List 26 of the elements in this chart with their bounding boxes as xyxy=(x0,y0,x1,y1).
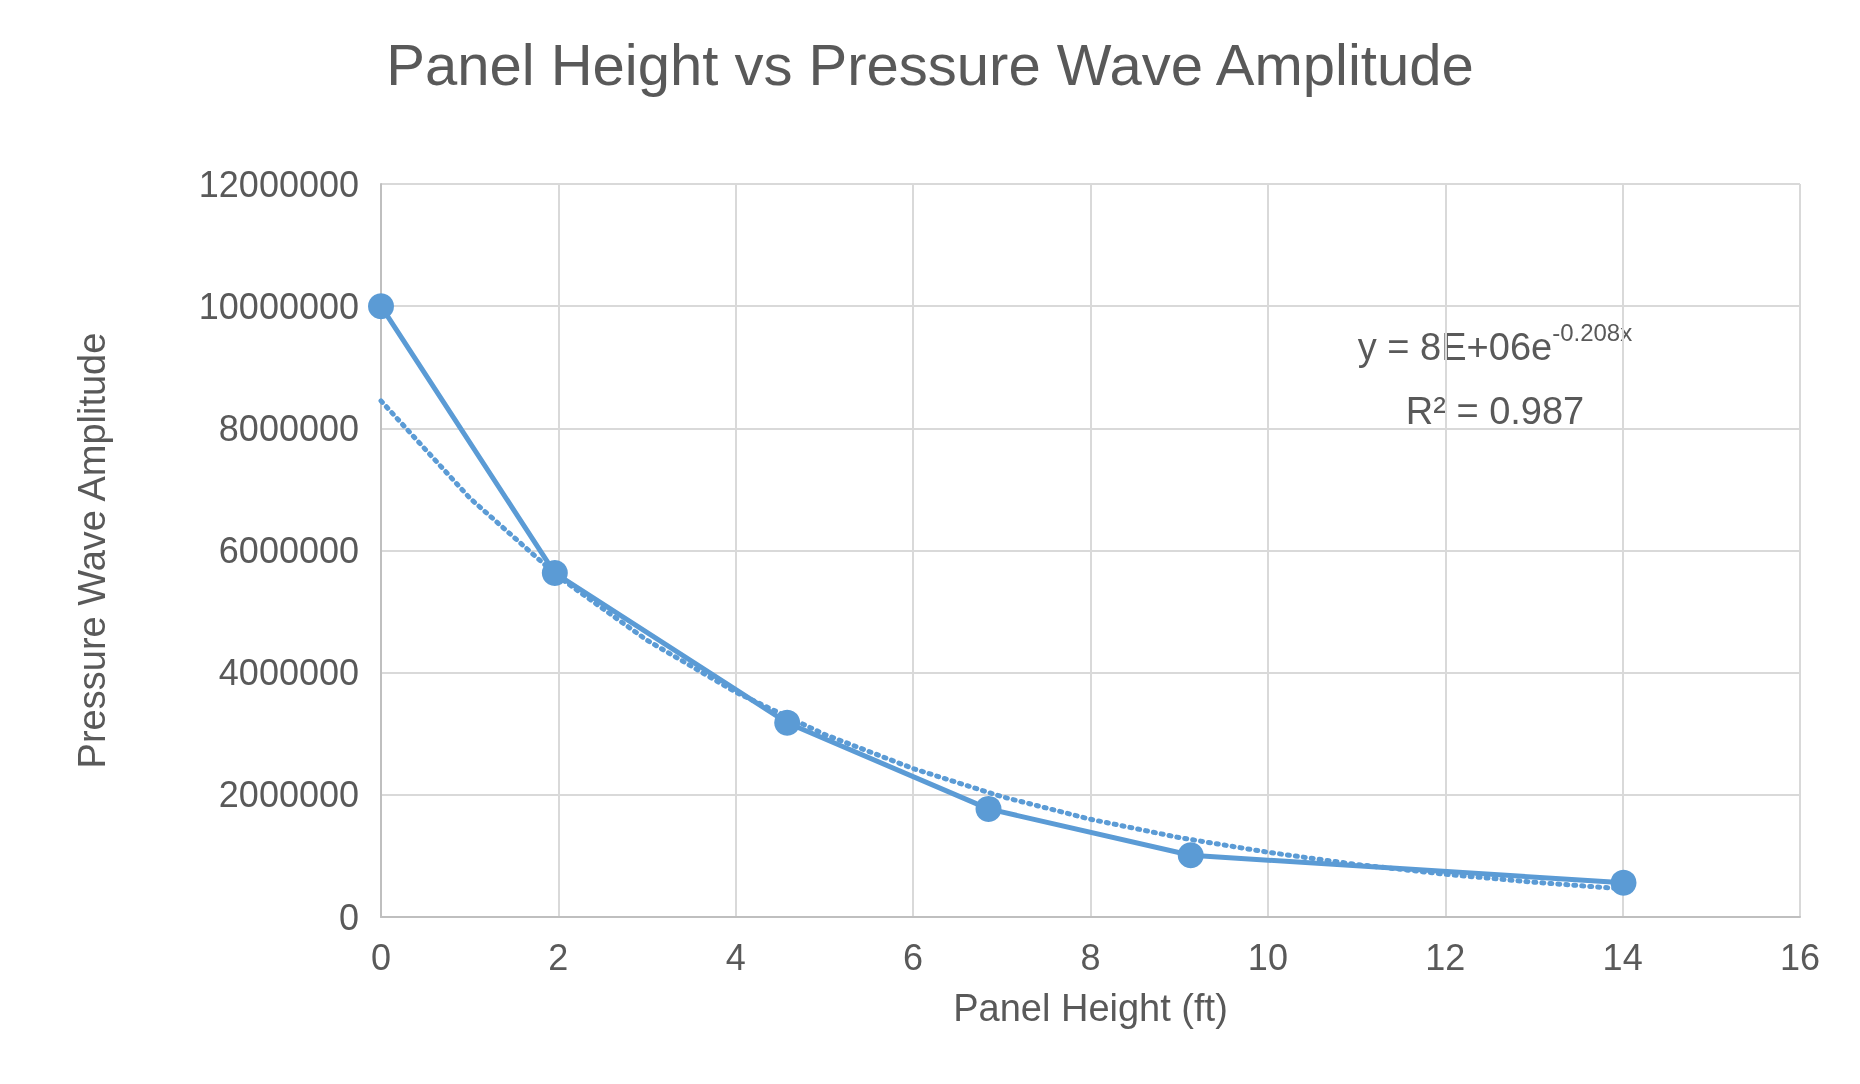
point xyxy=(368,293,394,320)
x-tick-label: 14 xyxy=(1602,936,1643,978)
x-tick-label: 0 xyxy=(370,936,392,978)
x-tick-label: 16 xyxy=(1779,936,1821,978)
x-tick-label: 12 xyxy=(1425,936,1466,978)
x-tick-label: 4 xyxy=(725,936,746,978)
y-tick-label: 6000000 xyxy=(218,530,359,571)
y-tick-label: 10000000 xyxy=(198,285,359,327)
y-tick-label: 0 xyxy=(338,896,359,938)
x-tick-label: 6 xyxy=(903,936,924,978)
point xyxy=(774,709,801,736)
x-tick-label: 10 xyxy=(1247,936,1288,978)
point xyxy=(975,795,1002,822)
y-tick-label: 4000000 xyxy=(218,652,359,694)
x-tick-label: 2 xyxy=(548,936,569,978)
x-tick-label: 8 xyxy=(1080,936,1101,978)
point xyxy=(1177,842,1204,869)
y-axis-title: Pressure Wave Amplitude xyxy=(71,332,113,769)
chart-title: Panel Height vs Pressure Wave Amplitude xyxy=(386,31,1474,97)
y-tick-label: 2000000 xyxy=(218,774,359,816)
y-tick-label: 12000000 xyxy=(198,163,359,205)
point xyxy=(1610,869,1637,896)
y-tick-label: 8000000 xyxy=(218,407,359,449)
x-axis-title: Panel Height (ft) xyxy=(953,987,1228,1029)
annotation: R² = 0.987 xyxy=(1405,390,1585,432)
point xyxy=(541,560,568,587)
